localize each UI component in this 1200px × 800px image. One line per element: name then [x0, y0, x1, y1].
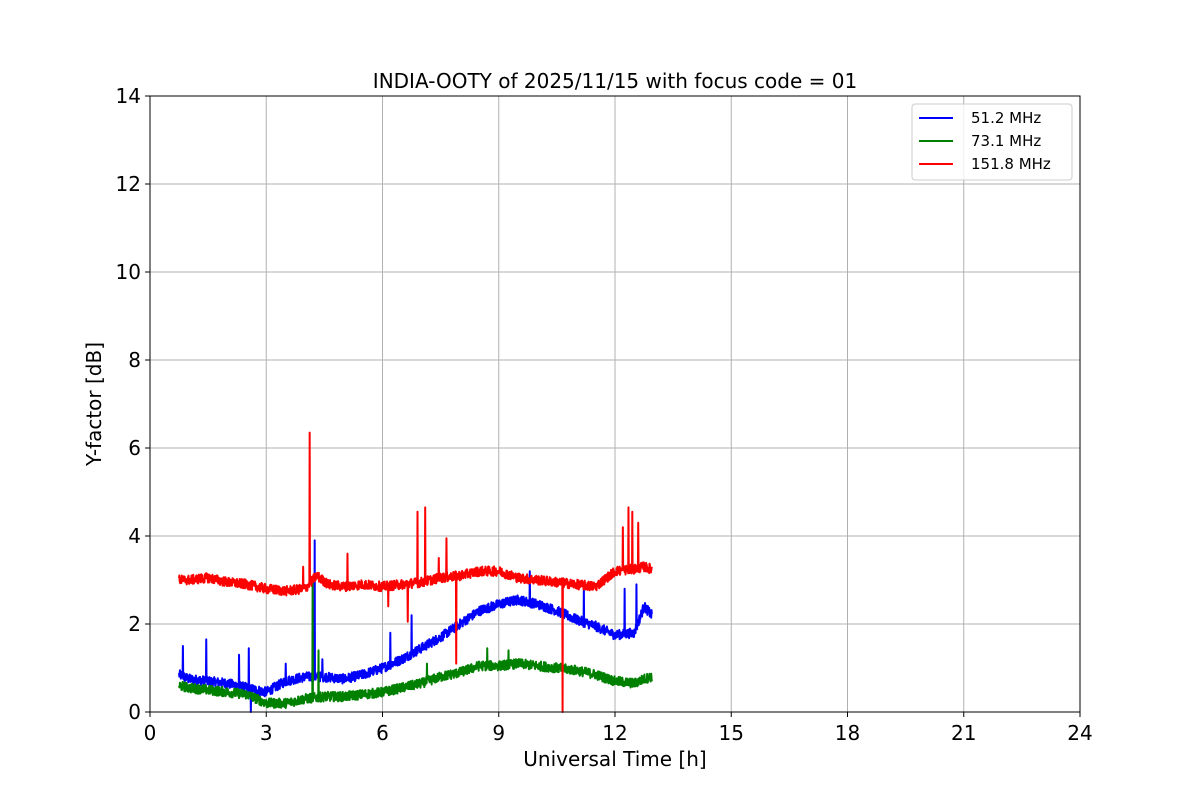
- series-line-0: [178, 539, 653, 713]
- legend: 51.2 MHz 73.1 MHz 151.8 MHz: [911, 103, 1073, 181]
- x-tick-label: 12: [602, 721, 627, 745]
- y-tick-label: 14: [116, 84, 141, 108]
- x-tick-label: 9: [492, 721, 505, 745]
- x-tick-label: 24: [1067, 721, 1092, 745]
- x-tick-label: 0: [144, 721, 157, 745]
- x-tick-label: 3: [260, 721, 273, 745]
- y-tick-label: 6: [128, 436, 141, 460]
- legend-entry-label: 151.8 MHz: [971, 155, 1051, 173]
- y-axis-label: Y-factor [dB]: [82, 342, 106, 467]
- y-tick-label: 12: [116, 172, 141, 196]
- x-tick-label: 15: [719, 721, 744, 745]
- y-tick-label: 4: [128, 524, 141, 548]
- legend-box: [911, 103, 1073, 181]
- y-tick-label: 2: [128, 612, 141, 636]
- x-tick-label: 6: [376, 721, 389, 745]
- series-line-1: [178, 579, 653, 709]
- series-layer: [178, 431, 653, 713]
- x-axis-label: Universal Time [h]: [523, 747, 706, 771]
- legend-entry-label: 51.2 MHz: [971, 109, 1041, 127]
- y-tick-label: 8: [128, 348, 141, 372]
- y-tick-label: 0: [128, 700, 141, 724]
- grid: [150, 96, 1080, 712]
- x-tick-label: 18: [835, 721, 860, 745]
- chart-title: INDIA-OOTY of 2025/11/15 with focus code…: [373, 69, 857, 93]
- y-tick-label: 10: [116, 260, 141, 284]
- y-axis: 0 2 4 6 8 10 12 14: [116, 84, 150, 724]
- x-tick-label: 21: [951, 721, 976, 745]
- series-line-2: [178, 431, 653, 713]
- x-axis: 0 3 6 9 12 15 18 21 24: [144, 712, 1093, 745]
- legend-entry-label: 73.1 MHz: [971, 132, 1041, 150]
